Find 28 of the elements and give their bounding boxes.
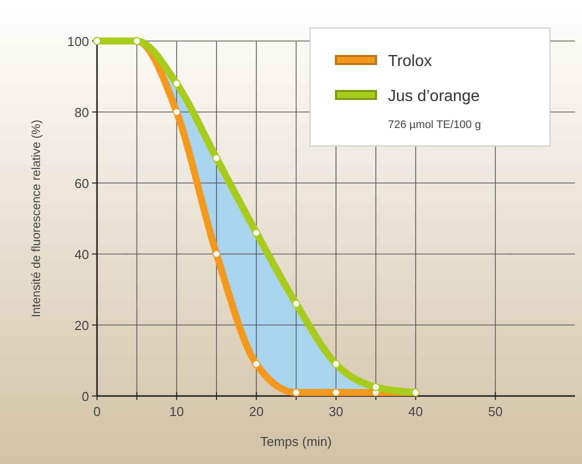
y-tick-label: 40: [74, 247, 89, 262]
point: [332, 360, 340, 368]
point: [212, 250, 220, 258]
point: [252, 228, 260, 237]
point: [212, 154, 220, 162]
legend-label: Trolox: [388, 53, 432, 70]
x-tick-label: 10: [169, 404, 184, 419]
point: [332, 388, 340, 396]
annotation: 726 µmol TE/100 g: [388, 119, 481, 131]
point: [172, 80, 181, 88]
y-tick-label: 100: [67, 34, 89, 49]
legend-label: Jus d’orange: [388, 88, 480, 105]
x-tick-label: 0: [93, 404, 101, 419]
y-tick-label: 80: [74, 105, 89, 120]
point: [372, 383, 380, 392]
x-tick-label: 20: [249, 404, 264, 419]
x-tick-label: 50: [488, 404, 503, 419]
point: [252, 360, 260, 368]
point: [172, 108, 181, 116]
point: [292, 388, 300, 396]
y-tick-label: 20: [74, 318, 89, 333]
y-axis-title: Intensité de fluorescence relative (%): [29, 120, 43, 318]
x-tick-label: 40: [408, 404, 423, 419]
y-tick-label: 0: [82, 389, 89, 404]
x-tick-label: 30: [328, 404, 344, 419]
y-tick-label: 60: [74, 176, 89, 191]
x-axis-title: Temps (min): [260, 434, 332, 449]
point: [292, 300, 300, 308]
